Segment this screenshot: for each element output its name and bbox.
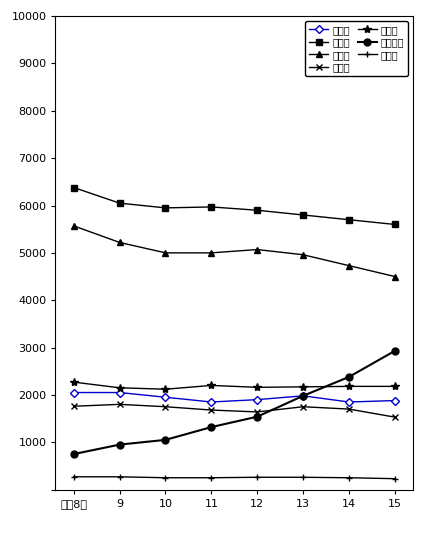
総合学科 xyxy=(301,393,306,399)
工業科 xyxy=(163,204,168,211)
工業科 xyxy=(71,185,76,191)
水産科 xyxy=(71,403,76,409)
水産科 xyxy=(392,414,397,420)
水産科 xyxy=(209,407,214,413)
農業科 xyxy=(346,399,351,405)
家庭科 xyxy=(255,384,260,391)
商業科 xyxy=(163,250,168,256)
その他 xyxy=(255,474,260,480)
水産科 xyxy=(346,406,351,412)
家庭科 xyxy=(209,382,214,388)
Line: 家庭科: 家庭科 xyxy=(69,378,399,393)
その他 xyxy=(209,475,214,481)
Legend: 農業科, 工業科, 商業科, 水産科, 家庭科, 総合学科, その他: 農業科, 工業科, 商業科, 水産科, 家庭科, 総合学科, その他 xyxy=(305,21,409,76)
工業科 xyxy=(301,212,306,218)
家庭科 xyxy=(392,383,397,390)
商業科 xyxy=(209,250,214,256)
水産科 xyxy=(117,401,122,408)
農業科 xyxy=(301,393,306,399)
農業科 xyxy=(71,390,76,396)
商業科 xyxy=(71,223,76,229)
総合学科 xyxy=(163,437,168,443)
その他 xyxy=(117,473,122,480)
総合学科 xyxy=(392,348,397,354)
商業科 xyxy=(392,273,397,280)
農業科 xyxy=(117,390,122,396)
総合学科 xyxy=(209,424,214,430)
工業科 xyxy=(117,200,122,207)
Line: 工業科: 工業科 xyxy=(71,185,397,227)
その他 xyxy=(71,473,76,480)
工業科 xyxy=(209,204,214,210)
総合学科 xyxy=(117,441,122,448)
その他 xyxy=(346,475,351,481)
家庭科 xyxy=(163,386,168,392)
その他 xyxy=(301,474,306,480)
水産科 xyxy=(255,409,260,415)
商業科 xyxy=(255,246,260,253)
農業科 xyxy=(392,398,397,404)
家庭科 xyxy=(301,384,306,390)
家庭科 xyxy=(71,379,76,385)
Line: 農業科: 農業科 xyxy=(71,390,397,405)
家庭科 xyxy=(346,383,351,390)
Line: その他: その他 xyxy=(70,473,398,482)
家庭科 xyxy=(117,385,122,391)
農業科 xyxy=(209,399,214,405)
農業科 xyxy=(255,397,260,403)
工業科 xyxy=(255,207,260,214)
商業科 xyxy=(346,263,351,269)
水産科 xyxy=(301,404,306,410)
総合学科 xyxy=(71,451,76,457)
農業科 xyxy=(163,394,168,400)
Line: 水産科: 水産科 xyxy=(70,401,398,421)
商業科 xyxy=(117,239,122,246)
総合学科 xyxy=(255,413,260,420)
その他 xyxy=(392,476,397,482)
その他 xyxy=(163,475,168,481)
水産科 xyxy=(163,404,168,410)
商業科 xyxy=(301,252,306,258)
Line: 総合学科: 総合学科 xyxy=(70,348,398,457)
工業科 xyxy=(346,216,351,223)
総合学科 xyxy=(346,374,351,380)
Line: 商業科: 商業科 xyxy=(71,223,397,279)
工業科 xyxy=(392,221,397,228)
